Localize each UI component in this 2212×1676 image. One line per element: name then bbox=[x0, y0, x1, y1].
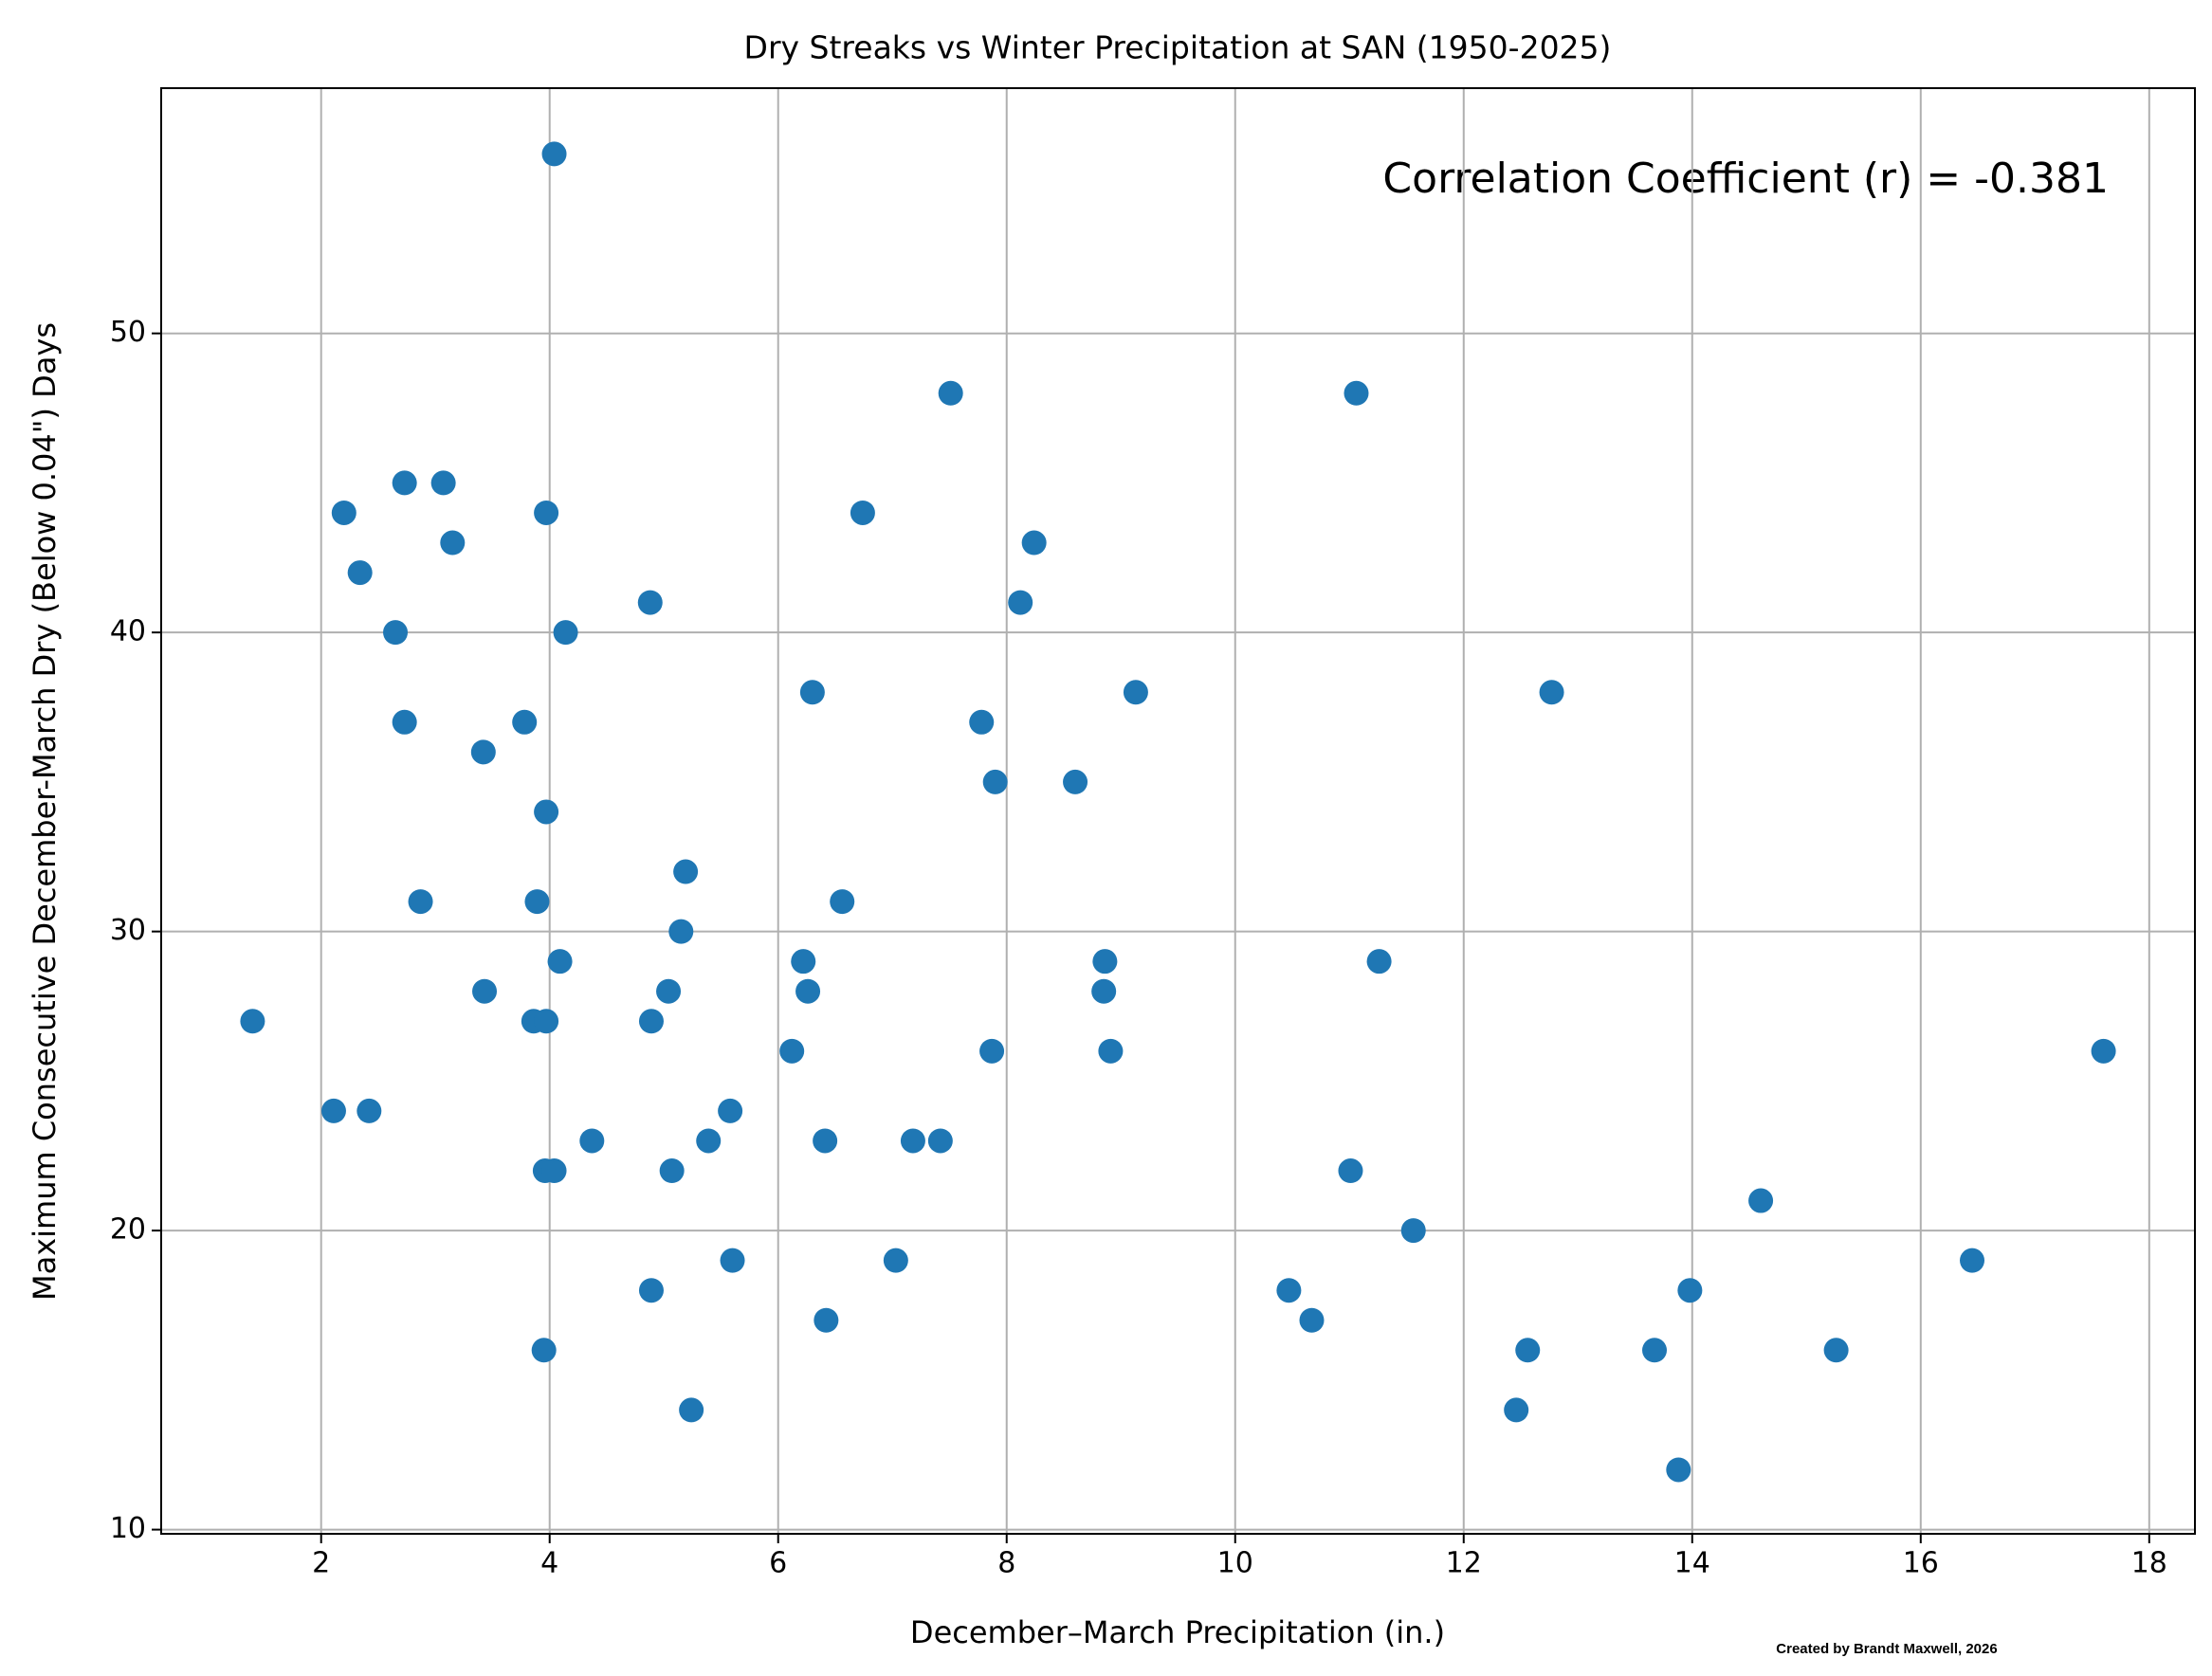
x-tick-label: 10 bbox=[1217, 1547, 1253, 1580]
point bbox=[1642, 1338, 1668, 1363]
credit: Created by Brandt Maxwell, 2026 bbox=[1776, 1641, 1997, 1657]
point bbox=[524, 889, 550, 915]
point bbox=[969, 709, 995, 735]
point bbox=[637, 590, 663, 615]
point bbox=[679, 1397, 704, 1423]
point bbox=[534, 799, 559, 825]
point bbox=[1539, 680, 1564, 705]
point bbox=[1344, 380, 1369, 406]
point bbox=[1276, 1278, 1302, 1303]
point bbox=[1123, 680, 1148, 705]
point bbox=[791, 949, 816, 975]
x-tick-label: 14 bbox=[1674, 1547, 1710, 1580]
y-tick-label: 30 bbox=[110, 914, 146, 947]
point bbox=[1338, 1158, 1363, 1184]
point bbox=[1299, 1307, 1325, 1333]
point bbox=[1400, 1218, 1426, 1244]
x-tick-label: 6 bbox=[769, 1547, 787, 1580]
point bbox=[850, 500, 875, 525]
point bbox=[1366, 949, 1392, 975]
point bbox=[579, 1128, 605, 1154]
y-tick-label: 50 bbox=[110, 316, 146, 349]
point bbox=[541, 141, 567, 167]
point bbox=[779, 1038, 805, 1064]
annotation: Correlation Coefficient (r) = -0.381 bbox=[1382, 155, 2109, 203]
chart-title: Dry Streaks vs Winter Precipitation at S… bbox=[744, 29, 1612, 66]
point bbox=[2091, 1038, 2116, 1064]
point bbox=[814, 1307, 839, 1333]
point bbox=[408, 889, 433, 915]
x-tick-label: 16 bbox=[1903, 1547, 1939, 1580]
x-tick-label: 4 bbox=[540, 1547, 558, 1580]
point bbox=[1677, 1278, 1703, 1303]
x-tick-label: 12 bbox=[1446, 1547, 1482, 1580]
x-axis-label: December–March Precipitation (in.) bbox=[910, 1614, 1445, 1650]
point bbox=[1823, 1338, 1849, 1363]
point bbox=[813, 1128, 838, 1154]
point bbox=[1960, 1248, 1985, 1273]
point bbox=[673, 859, 699, 884]
point bbox=[638, 1009, 664, 1034]
point bbox=[553, 620, 578, 646]
point bbox=[1091, 978, 1117, 1004]
point bbox=[347, 560, 373, 586]
y-tick-label: 40 bbox=[110, 615, 146, 648]
point bbox=[541, 1158, 567, 1184]
x-tick-label: 2 bbox=[312, 1547, 330, 1580]
point bbox=[430, 470, 456, 496]
point bbox=[440, 530, 466, 556]
point bbox=[534, 500, 559, 525]
point bbox=[534, 1009, 559, 1034]
point bbox=[720, 1248, 745, 1273]
point bbox=[938, 380, 963, 406]
point bbox=[1098, 1038, 1124, 1064]
point bbox=[795, 978, 821, 1004]
point bbox=[531, 1338, 557, 1363]
point bbox=[830, 889, 855, 915]
point bbox=[1666, 1457, 1691, 1483]
point bbox=[547, 949, 573, 975]
point bbox=[638, 1278, 664, 1303]
point bbox=[392, 470, 417, 496]
point bbox=[470, 739, 496, 765]
point bbox=[656, 978, 682, 1004]
point bbox=[472, 978, 498, 1004]
point bbox=[320, 1098, 346, 1123]
point bbox=[1748, 1188, 1774, 1213]
point bbox=[1092, 949, 1118, 975]
y-axis-label: Maximum Consecutive December-March Dry (… bbox=[27, 322, 63, 1301]
x-tick-label: 18 bbox=[2131, 1547, 2167, 1580]
point bbox=[1021, 530, 1047, 556]
point bbox=[1008, 590, 1033, 615]
point bbox=[240, 1009, 265, 1034]
point bbox=[799, 680, 825, 705]
point bbox=[982, 769, 1008, 794]
point bbox=[696, 1128, 722, 1154]
point bbox=[668, 919, 694, 944]
point bbox=[659, 1158, 685, 1184]
x-tick-label: 8 bbox=[997, 1547, 1015, 1580]
point bbox=[718, 1098, 743, 1123]
plot-frame bbox=[160, 87, 2196, 1535]
point bbox=[900, 1128, 925, 1154]
point bbox=[1515, 1338, 1541, 1363]
point bbox=[1504, 1397, 1529, 1423]
point bbox=[383, 620, 409, 646]
y-tick-label: 10 bbox=[110, 1512, 146, 1545]
point bbox=[512, 709, 538, 735]
point bbox=[979, 1038, 1005, 1064]
point bbox=[927, 1128, 953, 1154]
y-tick-label: 20 bbox=[110, 1213, 146, 1247]
point bbox=[331, 500, 356, 525]
point bbox=[356, 1098, 382, 1123]
point bbox=[883, 1248, 908, 1273]
point bbox=[1063, 769, 1088, 794]
point bbox=[392, 709, 417, 735]
